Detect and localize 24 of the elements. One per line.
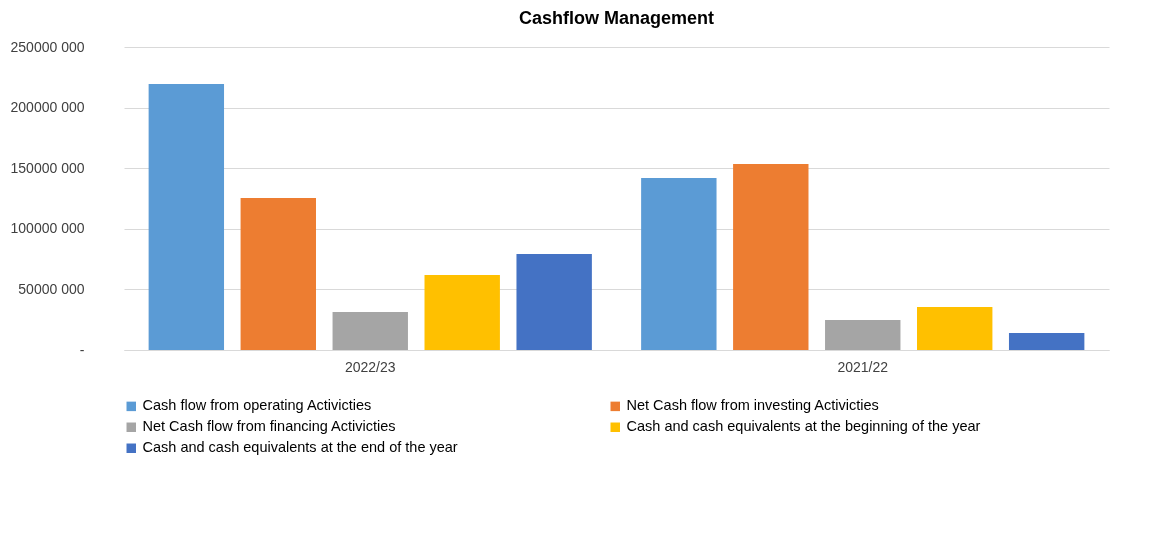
y-tick-label: 100000 000: [10, 220, 85, 237]
y-tick-label: 50000 000: [18, 280, 85, 297]
bar: [332, 311, 408, 350]
bar: [240, 198, 316, 350]
legend-label: Net Cash flow from financing Activicties: [142, 418, 396, 435]
bar: [733, 163, 809, 350]
x-tick-label: 2021/22: [837, 358, 889, 375]
legend-label: Cash flow from operating Activicties: [142, 397, 372, 414]
legend-label: Cash and cash equivalents at the end of the year: [142, 439, 458, 456]
bar: [424, 274, 500, 350]
y-tick-label: 250000 000: [10, 38, 85, 55]
legend-label: Cash and cash equivalents at the beginning of the year: [626, 418, 981, 435]
bar: [148, 83, 225, 350]
bar: [516, 254, 592, 350]
bar: [825, 319, 901, 350]
bar: [1008, 333, 1085, 350]
bar: [641, 178, 717, 350]
y-tick-label: 200000 000: [10, 99, 85, 116]
x-tick-label: 2022/23: [344, 358, 396, 375]
y-tick-label: -: [79, 341, 85, 358]
legend-label: Net Cash flow from investing Activicties: [626, 397, 879, 414]
chart-title: Cashflow Management: [518, 8, 715, 28]
bar: [917, 306, 993, 350]
y-tick-label: 150000 000: [10, 159, 85, 176]
